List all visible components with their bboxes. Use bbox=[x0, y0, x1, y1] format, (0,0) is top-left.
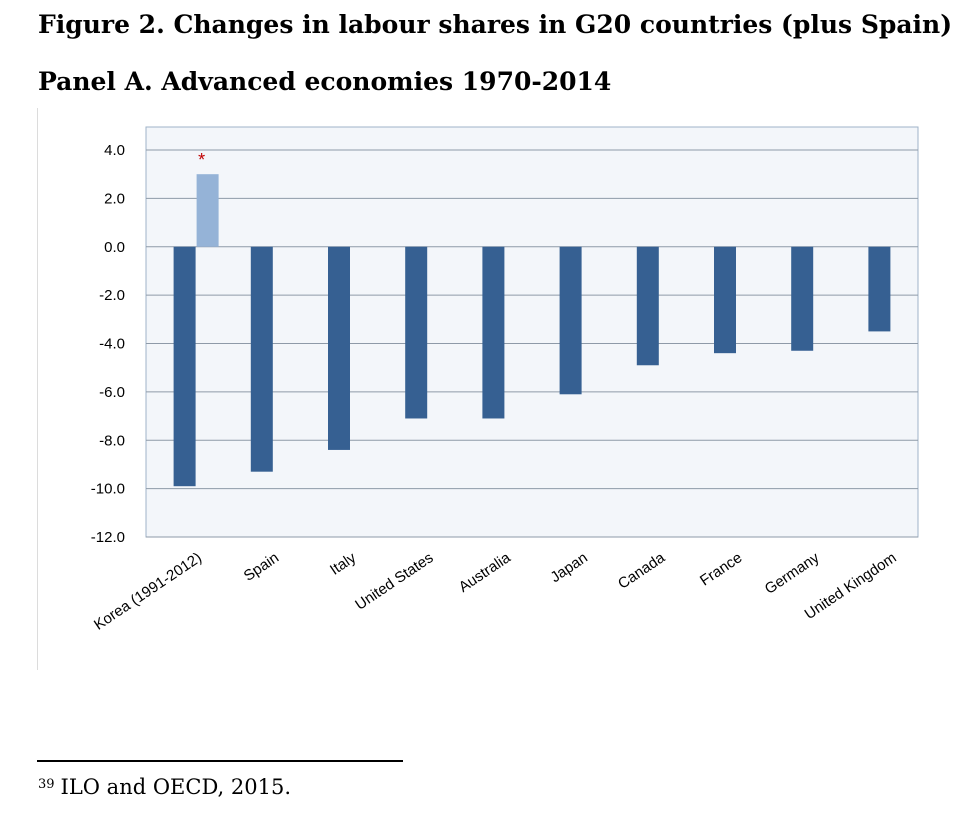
y-tick-label: -4.0 bbox=[99, 336, 125, 353]
y-tick-label: -2.0 bbox=[99, 287, 125, 304]
y-tick-label: 2.0 bbox=[104, 190, 125, 207]
bar bbox=[637, 247, 659, 366]
footnote-text: ILO and OECD, 2015. bbox=[61, 775, 291, 799]
x-tick-label: Australia bbox=[456, 549, 514, 596]
bar bbox=[328, 247, 350, 450]
footnote-marker: 39 bbox=[38, 777, 55, 792]
bar bbox=[251, 247, 273, 472]
y-tick-label: -8.0 bbox=[99, 432, 125, 449]
x-tick-label: Korea (1991-2012) bbox=[91, 549, 205, 634]
bar bbox=[482, 247, 504, 419]
y-tick-label: -12.0 bbox=[91, 529, 125, 546]
footnote: 39 ILO and OECD, 2015. bbox=[38, 775, 291, 799]
bar bbox=[174, 247, 196, 486]
x-tick-label: Spain bbox=[241, 549, 282, 585]
y-tick-label: 4.0 bbox=[104, 142, 125, 159]
x-tick-label: Germany bbox=[762, 549, 823, 598]
x-tick-label: France bbox=[697, 549, 745, 589]
x-tick-label: Italy bbox=[327, 549, 360, 579]
extra-bar bbox=[197, 174, 219, 247]
bar bbox=[405, 247, 427, 419]
bar-annotation: * bbox=[198, 150, 205, 170]
footnote-rule bbox=[37, 760, 403, 762]
bar bbox=[791, 247, 813, 351]
y-tick-label: -10.0 bbox=[91, 481, 125, 498]
y-tick-label: -6.0 bbox=[99, 384, 125, 401]
bar-chart: 4.0 2.0 0.0 -2.0 -4.0 -6.0 -8.0 -10.0 -12.0 * Kore… bbox=[0, 0, 968, 700]
bar bbox=[560, 247, 582, 395]
y-tick-label: 0.0 bbox=[104, 239, 125, 256]
x-tick-label: United States bbox=[352, 549, 436, 613]
bar bbox=[868, 247, 890, 332]
bar bbox=[714, 247, 736, 353]
x-tick-label: Japan bbox=[547, 549, 590, 586]
x-tick-label: Canada bbox=[615, 549, 669, 593]
